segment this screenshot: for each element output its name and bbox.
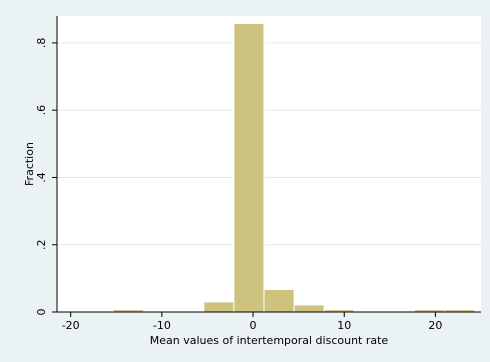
x-tick-label: -10 xyxy=(153,319,171,332)
y-tick-label: .8 xyxy=(35,38,48,49)
histogram-bar xyxy=(294,305,324,312)
y-tick-label: .6 xyxy=(35,105,48,116)
x-tick-label: 0 xyxy=(250,319,257,332)
plot-area xyxy=(57,16,481,312)
histogram-bar xyxy=(234,23,264,312)
x-axis-label: Mean values of intertemporal discount ra… xyxy=(150,334,389,347)
x-tick-label: 20 xyxy=(428,319,442,332)
y-tick-label: .2 xyxy=(35,239,48,250)
y-tick-label: .4 xyxy=(35,172,48,183)
y-axis-label: Fraction xyxy=(23,142,36,186)
x-tick-label: 10 xyxy=(337,319,351,332)
y-tick-label: 0 xyxy=(35,309,48,316)
x-tick-label: -20 xyxy=(62,319,80,332)
histogram-bar xyxy=(204,302,234,312)
histogram-bar xyxy=(264,289,294,312)
